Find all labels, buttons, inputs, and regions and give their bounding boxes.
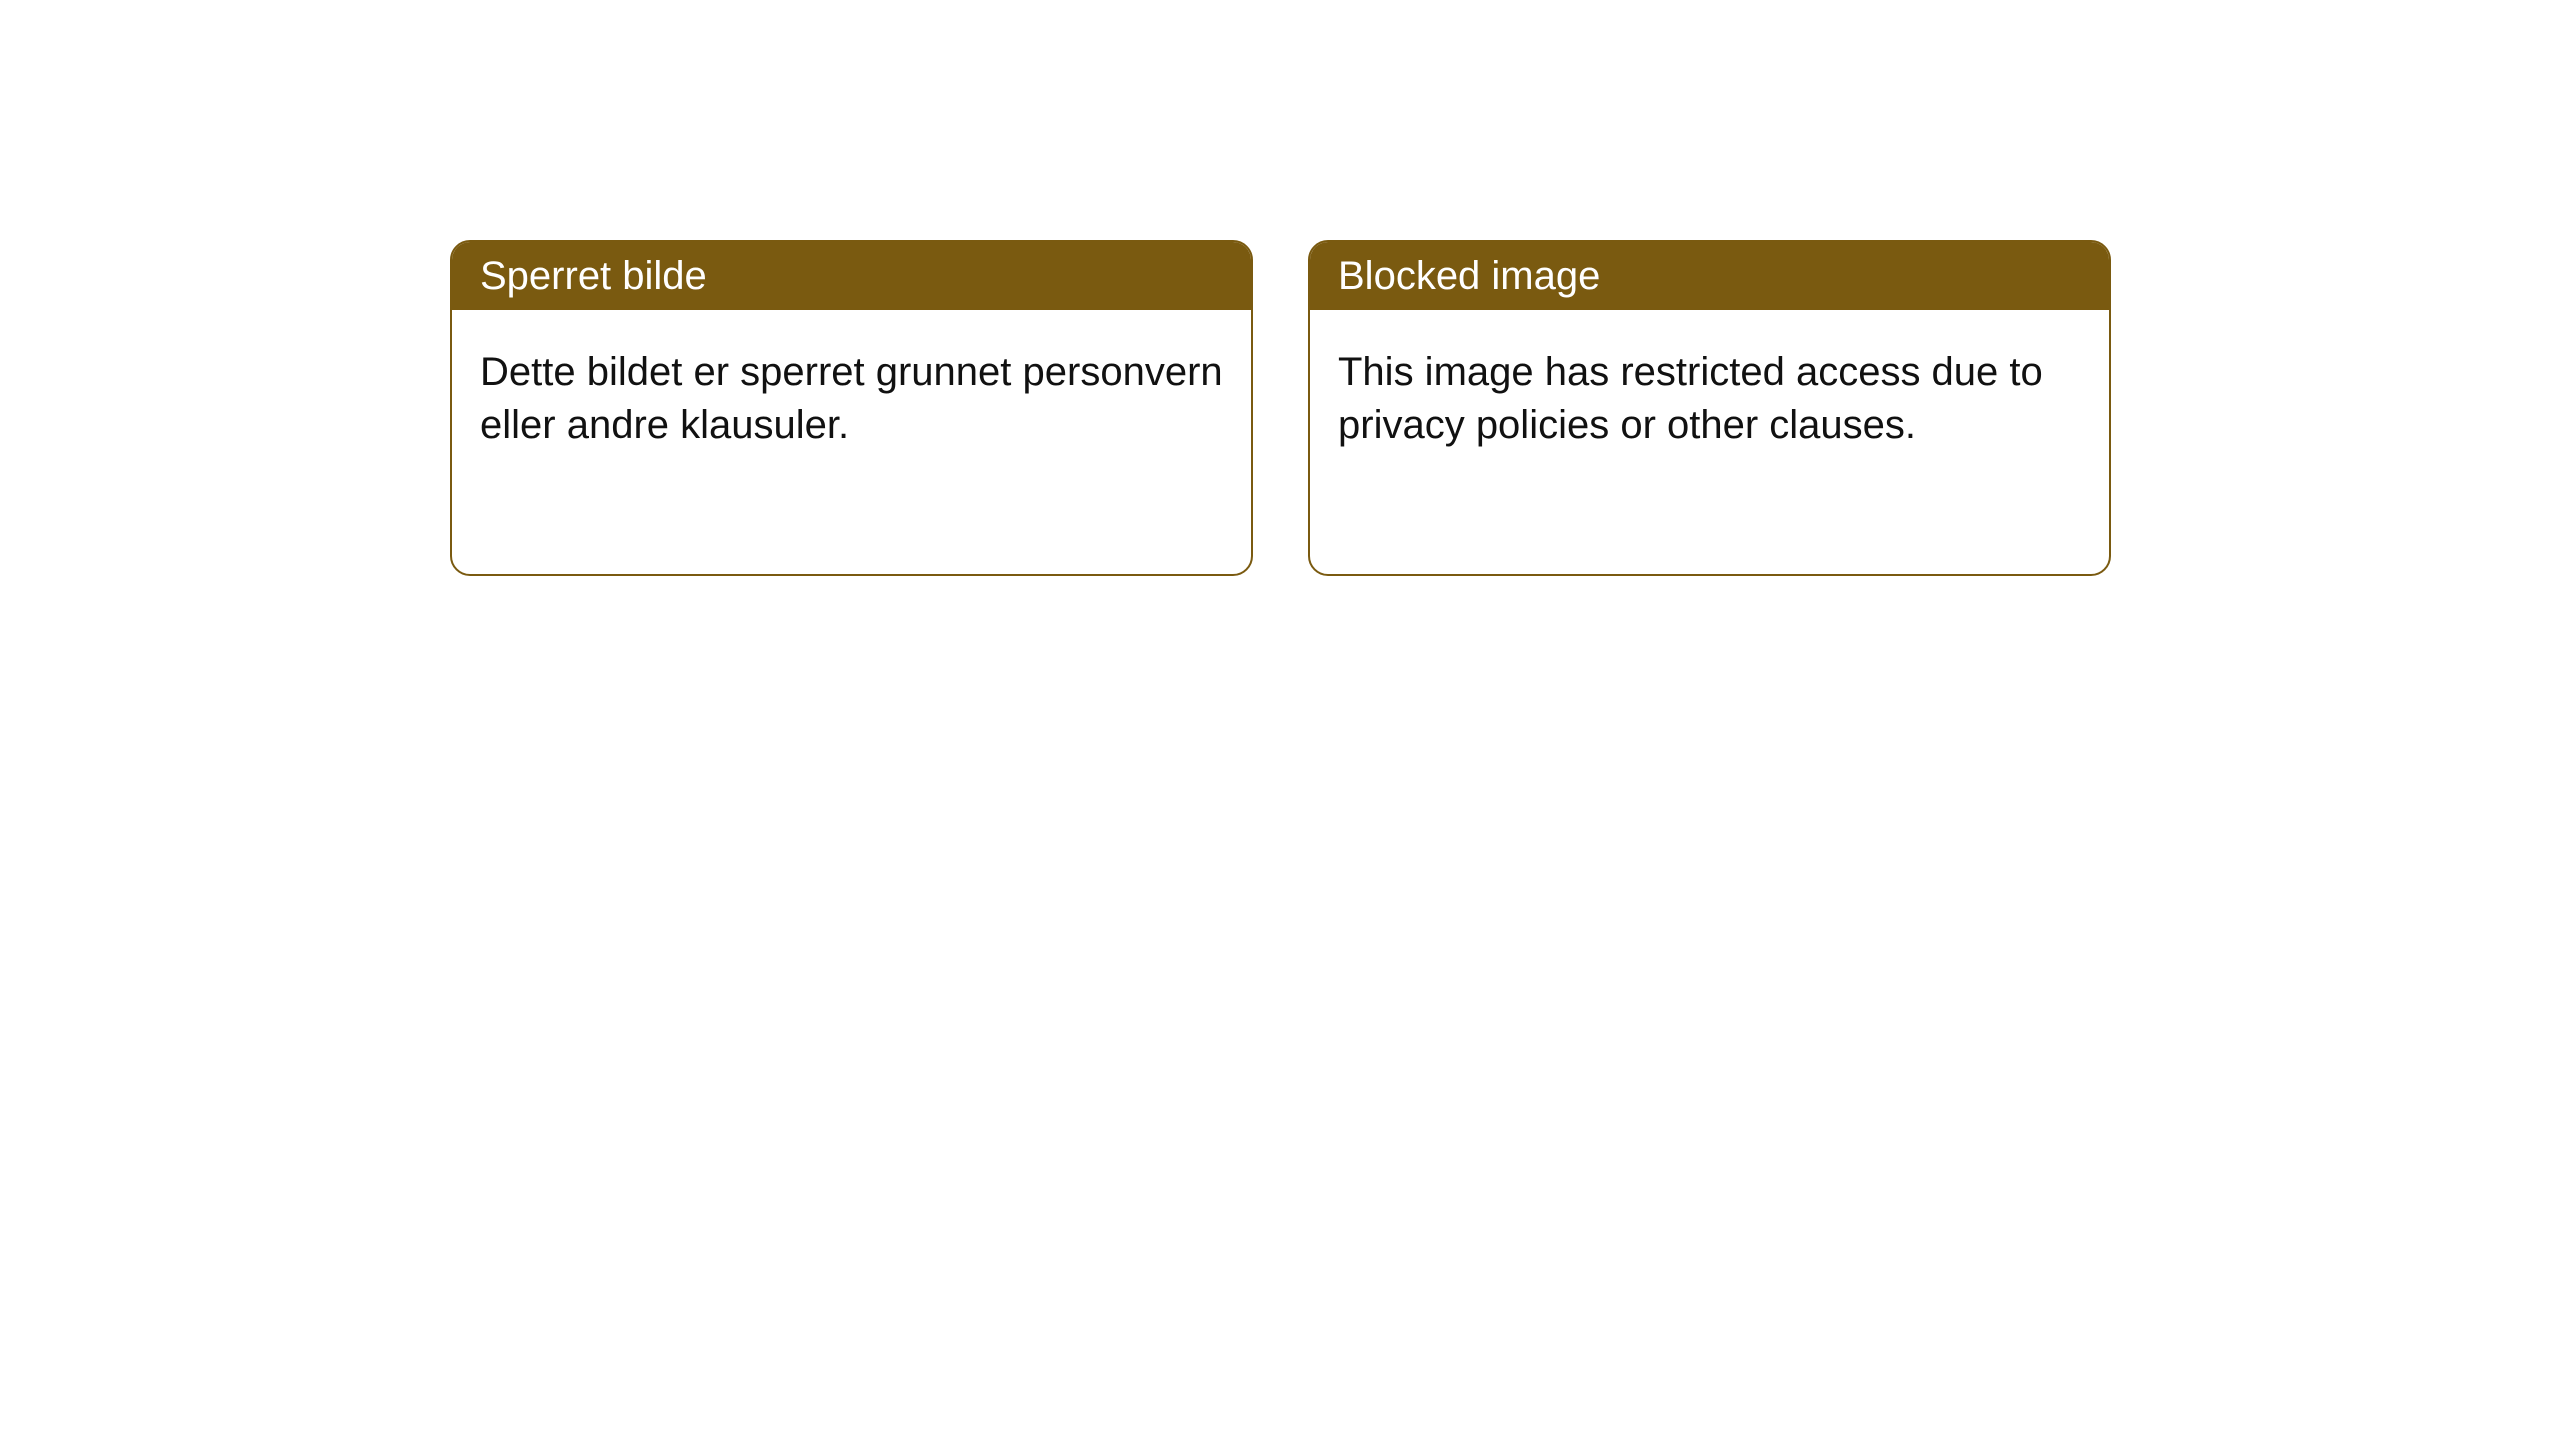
card-title-en: Blocked image [1338,254,1600,298]
card-header-en: Blocked image [1310,242,2109,310]
card-body-no: Dette bildet er sperret grunnet personve… [452,310,1251,488]
card-header-no: Sperret bilde [452,242,1251,310]
card-body-text-no: Dette bildet er sperret grunnet personve… [480,350,1223,447]
card-body-en: This image has restricted access due to … [1310,310,2109,488]
card-title-no: Sperret bilde [480,254,707,298]
cards-container: Sperret bilde Dette bildet er sperret gr… [0,0,2560,576]
blocked-image-card-en: Blocked image This image has restricted … [1308,240,2111,576]
card-body-text-en: This image has restricted access due to … [1338,350,2043,447]
blocked-image-card-no: Sperret bilde Dette bildet er sperret gr… [450,240,1253,576]
